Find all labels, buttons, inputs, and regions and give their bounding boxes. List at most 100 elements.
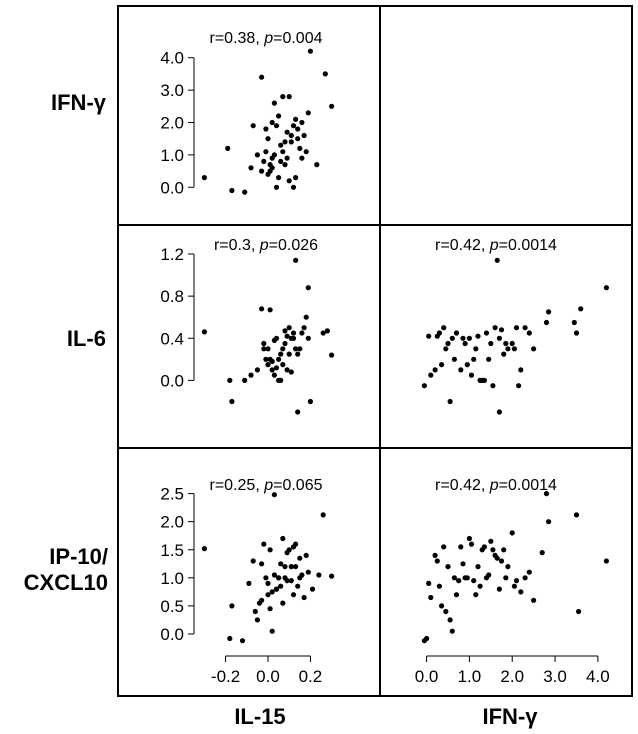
data-point xyxy=(259,74,265,80)
data-point xyxy=(301,132,307,139)
data-point xyxy=(322,71,328,77)
r-value: r=0.42, xyxy=(435,477,490,494)
data-point xyxy=(496,335,502,341)
data-point xyxy=(295,409,301,415)
correlation-annotation: r=0.25, p=0.065 xyxy=(210,477,323,494)
data-point xyxy=(297,555,303,561)
data-point xyxy=(445,564,451,570)
data-point xyxy=(571,319,577,326)
data-point xyxy=(453,330,460,336)
p-value: =0.026 xyxy=(269,237,318,254)
data-point xyxy=(276,575,282,581)
data-point xyxy=(432,367,438,373)
data-point xyxy=(453,592,460,598)
data-point xyxy=(278,377,284,383)
data-point xyxy=(297,346,303,352)
data-point xyxy=(466,335,472,341)
data-point xyxy=(290,330,297,336)
y-tick-label: 4.0 xyxy=(160,49,184,68)
scatter-panel-2: r=0.42, p=0.0014 xyxy=(421,237,610,415)
data-point xyxy=(458,367,464,373)
r-value: r=0.25, xyxy=(210,477,265,494)
grid-frame xyxy=(117,5,633,697)
data-point xyxy=(284,155,290,161)
y-axis: 0.0 1.0 2.0 3.0 4.0 xyxy=(160,49,195,197)
y-tick-label: 0.5 xyxy=(160,597,184,616)
data-point xyxy=(522,325,528,331)
y-tick-label: 2.0 xyxy=(160,513,184,532)
data-point xyxy=(460,561,466,567)
data-point xyxy=(278,583,284,589)
data-points xyxy=(201,257,335,415)
data-point xyxy=(305,285,311,291)
data-point xyxy=(263,149,269,155)
data-point xyxy=(288,369,294,375)
row-label-il-6: IL-6 xyxy=(67,326,106,351)
data-point xyxy=(511,583,517,589)
data-point xyxy=(451,575,457,581)
y-tick-label: 0.4 xyxy=(160,329,184,348)
data-point xyxy=(546,519,552,525)
data-point xyxy=(225,145,231,151)
data-point xyxy=(297,575,303,581)
data-point xyxy=(252,608,258,615)
data-point xyxy=(288,564,294,570)
data-points xyxy=(421,257,610,415)
data-point xyxy=(603,558,610,564)
data-point xyxy=(278,158,284,164)
data-point xyxy=(428,372,434,378)
data-point xyxy=(284,333,290,339)
data-point xyxy=(486,572,492,578)
data-point xyxy=(295,351,301,357)
data-point xyxy=(267,307,273,313)
data-point xyxy=(286,325,292,331)
data-point xyxy=(426,333,432,339)
data-point xyxy=(265,362,271,368)
data-point xyxy=(280,149,286,155)
data-point xyxy=(299,155,305,161)
scatter-panel-1: r=0.3, p=0.026 0.0 0.4 0.8 1.2 xyxy=(160,237,335,415)
r-value: r=0.38, xyxy=(210,30,265,47)
data-point xyxy=(282,564,288,570)
data-point xyxy=(498,558,505,564)
data-point xyxy=(263,126,269,132)
data-point xyxy=(273,365,280,371)
data-point xyxy=(271,572,277,578)
scatter-panel-0: r=0.38, p=0.004 0.0 1.0 2.0 3.0 4.0 xyxy=(160,30,335,197)
x-tick-label: 4.0 xyxy=(586,667,610,686)
data-point xyxy=(496,409,502,415)
data-point xyxy=(265,346,271,352)
data-point xyxy=(271,337,277,343)
data-point xyxy=(278,561,284,567)
data-point xyxy=(509,340,515,347)
data-point xyxy=(250,558,256,564)
data-point xyxy=(286,178,292,184)
data-point xyxy=(531,597,537,603)
data-point xyxy=(307,398,313,405)
data-point xyxy=(443,346,449,352)
row-label-line: IP-10/ xyxy=(49,544,108,569)
data-point xyxy=(573,512,580,518)
data-point xyxy=(498,327,505,333)
data-point xyxy=(305,569,311,575)
correlation-annotation: r=0.42, p=0.0014 xyxy=(435,477,557,494)
data-point xyxy=(543,491,550,497)
data-point xyxy=(282,340,288,347)
data-point xyxy=(248,165,254,171)
data-point xyxy=(288,139,294,145)
data-point xyxy=(290,335,297,341)
r-value: r=0.42, xyxy=(435,237,490,254)
data-point xyxy=(269,119,275,126)
data-point xyxy=(229,398,235,405)
x-tick-label: 3.0 xyxy=(543,667,567,686)
data-point xyxy=(505,564,511,570)
data-point xyxy=(259,306,265,312)
data-point xyxy=(434,558,440,564)
x-tick-label: 0.0 xyxy=(256,667,280,686)
data-point xyxy=(494,257,500,263)
data-point xyxy=(229,187,235,194)
data-point xyxy=(276,113,282,119)
data-point xyxy=(263,575,269,581)
data-point xyxy=(227,377,233,383)
